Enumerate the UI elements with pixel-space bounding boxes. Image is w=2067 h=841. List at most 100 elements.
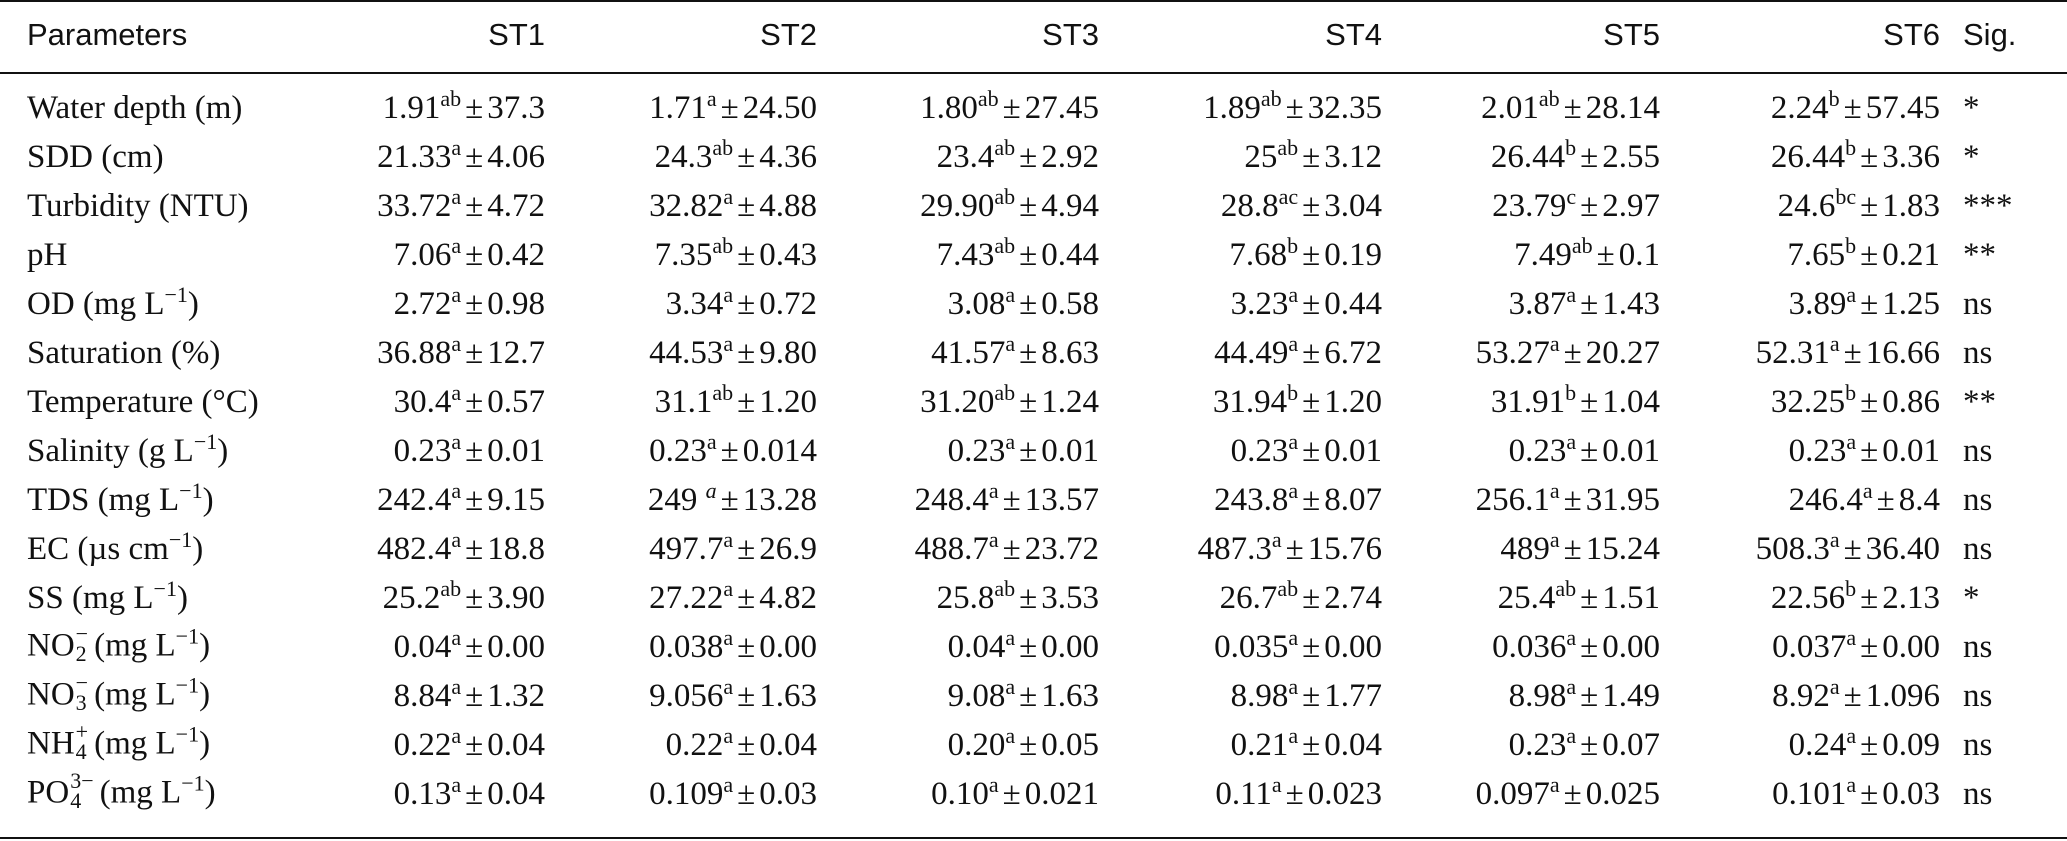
plus-minus-sign: ± xyxy=(1876,482,1895,518)
table-row: Saturation (%) 36.88a ±12.7 44.53a ±9.80 41.5… xyxy=(0,329,2067,378)
group-letter: a xyxy=(1549,331,1560,356)
sd-value: 1.63 xyxy=(759,678,817,714)
mean-value: 52.31 xyxy=(1755,335,1830,371)
mean-value: 488.7 xyxy=(914,531,989,567)
mean-value: 0.23 xyxy=(1508,433,1567,469)
value-cell-st5: 7.49ab ±0.1 xyxy=(1392,231,1670,280)
group-letter: a xyxy=(1566,625,1577,650)
group-letter: a xyxy=(988,527,999,552)
plus-minus-sign: ± xyxy=(1580,384,1599,420)
sd-value: 1.20 xyxy=(759,384,817,420)
parameter-label: NH +4 (mg L−1) xyxy=(0,720,310,770)
group-letter: ab xyxy=(440,576,462,601)
parameter-label: NO −3 (mg L−1) xyxy=(0,671,310,721)
group-letter: a xyxy=(1846,282,1857,307)
value-cell-st6: 8.92a ±1.096 xyxy=(1670,672,1950,721)
sd-value: 57.45 xyxy=(1865,90,1940,126)
significance: ns xyxy=(1963,678,1993,714)
plus-minus-sign: ± xyxy=(737,531,756,567)
sd-value: 0.1 xyxy=(1618,237,1660,273)
value-cell-st4: 3.23a ±0.44 xyxy=(1109,280,1392,329)
plus-minus-sign: ± xyxy=(1285,776,1304,812)
value-cell-st4: 243.8a ±8.07 xyxy=(1109,476,1392,525)
chem-subscript: 3 xyxy=(75,689,87,715)
group-letter: a xyxy=(1288,625,1299,650)
value-cell-st1: 1.91ab ±37.3 xyxy=(310,84,555,133)
group-letter: a xyxy=(723,723,734,748)
value-cell-st1: 8.84a ±1.32 xyxy=(310,672,555,721)
mean-value: 25 xyxy=(1244,139,1278,175)
mean-value: 0.04 xyxy=(393,629,452,665)
group-letter: ab xyxy=(712,380,734,405)
value-cell-st2: 0.038a ±0.00 xyxy=(555,623,827,672)
parameter-name: PO xyxy=(27,774,70,811)
parameter-label: pH xyxy=(0,231,310,280)
mean-value: 23.4 xyxy=(936,139,995,175)
value-cell-st3: 31.20ab ±1.24 xyxy=(827,378,1109,427)
value-cell-st4: 26.7ab ±2.74 xyxy=(1109,574,1392,623)
sd-value: 0.025 xyxy=(1585,776,1660,812)
value-cell-st4: 487.3a ±15.76 xyxy=(1109,525,1392,574)
value-cell-st6: 52.31a ±16.66 xyxy=(1670,329,1950,378)
sd-value: 1.43 xyxy=(1602,286,1660,322)
chem-formula-scripts: −2 xyxy=(75,622,94,668)
parameter-name: NO xyxy=(27,627,75,664)
sd-value: 15.76 xyxy=(1307,531,1382,567)
value-cell-st1: 36.88a ±12.7 xyxy=(310,329,555,378)
plus-minus-sign: ± xyxy=(737,139,756,175)
group-letter: a xyxy=(1549,527,1560,552)
mean-value: 23.79 xyxy=(1492,188,1567,224)
plus-minus-sign: ± xyxy=(1302,384,1321,420)
mean-value: 44.49 xyxy=(1214,335,1289,371)
sd-value: 24.50 xyxy=(742,90,817,126)
sd-value: 13.28 xyxy=(742,482,817,518)
mean-value: 1.91 xyxy=(382,90,441,126)
plus-minus-sign: ± xyxy=(1580,286,1599,322)
mean-value: 0.22 xyxy=(665,727,724,763)
header-rule xyxy=(0,72,2067,74)
value-cell-st3: 3.08a ±0.58 xyxy=(827,280,1109,329)
value-cell-st6: 0.037a ±0.00 xyxy=(1670,623,1950,672)
value-cell-st1: 482.4a ±18.8 xyxy=(310,525,555,574)
sd-value: 0.04 xyxy=(1324,727,1382,763)
plus-minus-sign: ± xyxy=(465,727,484,763)
group-letter: a xyxy=(451,429,462,454)
value-cell-st5: 0.097a ±0.025 xyxy=(1392,770,1670,819)
value-cell-st2: 249 a ±13.28 xyxy=(555,476,827,525)
plus-minus-sign: ± xyxy=(720,433,739,469)
group-letter: a xyxy=(451,282,462,307)
plus-minus-sign: ± xyxy=(1860,433,1879,469)
group-letter: a xyxy=(1829,674,1840,699)
plus-minus-sign: ± xyxy=(465,90,484,126)
sd-value: 13.57 xyxy=(1024,482,1099,518)
unit-exponent: −1 xyxy=(153,576,177,601)
mean-value: 0.23 xyxy=(393,433,452,469)
significance: ns xyxy=(1963,335,1993,371)
mean-value: 7.35 xyxy=(654,237,713,273)
parameter-unit: (mg L xyxy=(99,774,182,811)
mean-value: 7.43 xyxy=(936,237,995,273)
plus-minus-sign: ± xyxy=(1302,139,1321,175)
value-cell-st5: 26.44b ±2.55 xyxy=(1392,133,1670,182)
plus-minus-sign: ± xyxy=(1580,139,1599,175)
header-sig: Sig. xyxy=(1963,16,2017,52)
unit-close: ) xyxy=(187,286,199,322)
header-parameters: Parameters xyxy=(27,16,188,52)
group-letter: ab xyxy=(1260,86,1282,111)
group-letter: b xyxy=(1845,233,1857,258)
sd-value: 8.63 xyxy=(1041,335,1099,371)
sd-value: 0.00 xyxy=(487,629,545,665)
sd-value: 3.36 xyxy=(1882,139,1940,175)
group-letter: a xyxy=(451,674,462,699)
sd-value: 0.44 xyxy=(1324,286,1382,322)
group-letter: a xyxy=(1005,674,1016,699)
value-cell-st3: 9.08a ±1.63 xyxy=(827,672,1109,721)
group-letter: a xyxy=(1288,478,1299,503)
plus-minus-sign: ± xyxy=(1860,776,1879,812)
plus-minus-sign: ± xyxy=(465,531,484,567)
value-cell-st5: 2.01ab ±28.14 xyxy=(1392,84,1670,133)
mean-value: 31.94 xyxy=(1212,384,1288,420)
mean-value: 0.11 xyxy=(1215,776,1272,812)
mean-value: 31.20 xyxy=(920,384,995,420)
mean-value: 9.08 xyxy=(947,678,1006,714)
